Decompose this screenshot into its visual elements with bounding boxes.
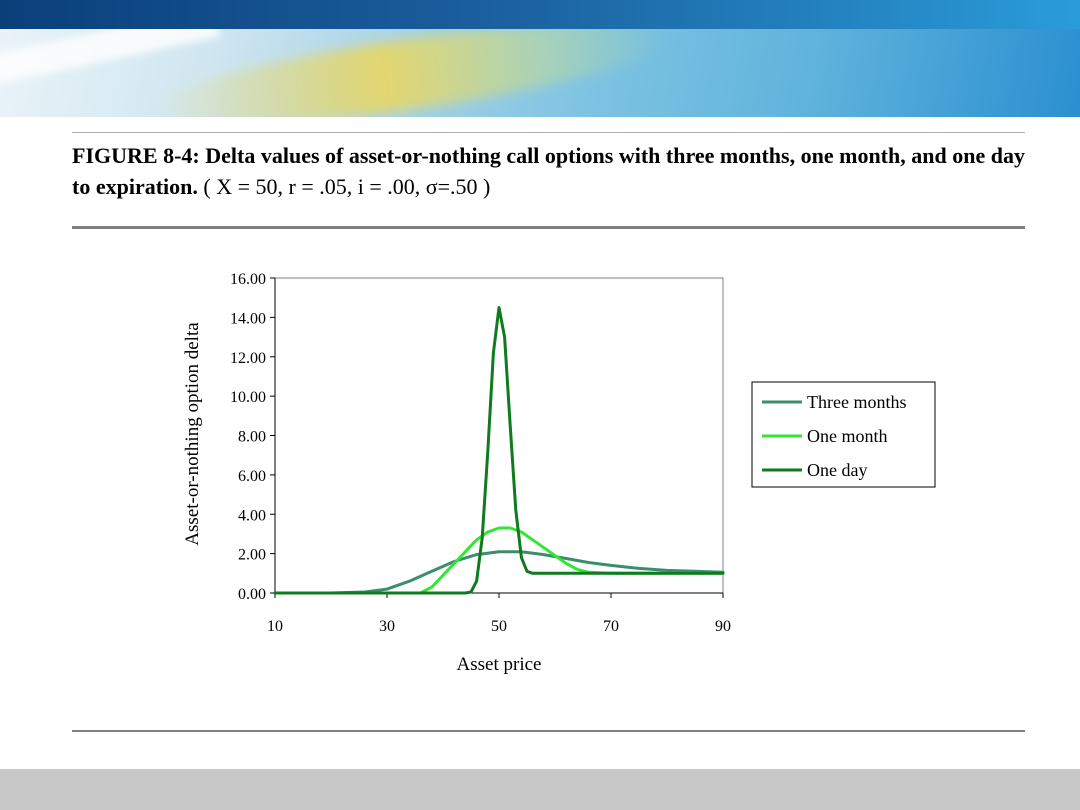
y-tick-label: 4.00	[238, 507, 266, 524]
plot-frame	[274, 277, 724, 594]
bottom-divider	[72, 730, 1025, 732]
y-tick-label: 2.00	[238, 547, 266, 564]
legend-label-one-day: One day	[807, 460, 867, 480]
banner-shine	[0, 29, 221, 91]
caption-parameters: ( X = 50, r = .05, i = .00, σ=.50 )	[203, 174, 491, 199]
decorative-banner	[0, 29, 1080, 117]
y-tick-label: 10.00	[230, 389, 266, 406]
figure-caption: FIGURE 8-4: Delta values of asset-or-not…	[72, 140, 1025, 202]
legend-label-three-months: Three months	[807, 392, 906, 412]
legend-label-one-month: One month	[807, 426, 888, 446]
caption-title: FIGURE 8-4: Delta values of asset-or-not…	[72, 143, 1025, 199]
footer-bar	[0, 769, 1080, 810]
top-header-bar	[0, 0, 1080, 29]
series-line-one-day	[273, 306, 725, 595]
y-axis-label: Asset-or-nothing option delta	[182, 322, 203, 546]
banner-swoosh	[147, 29, 673, 117]
y-tick-label: 0.00	[238, 586, 266, 603]
y-tick-label: 16.00	[230, 271, 266, 288]
y-tick-label: 14.00	[230, 310, 266, 327]
y-tick-label: 12.00	[230, 350, 266, 367]
plot-area: 0.00 2.00 4.00 6.00 8.00 10.00 12.00 14.00 16.00…	[230, 271, 731, 635]
y-tick-label: 6.00	[238, 468, 266, 485]
x-tick-label: 90	[715, 618, 731, 635]
x-axis-label: Asset price	[457, 654, 542, 675]
caption-divider	[72, 226, 1025, 229]
x-tick-label: 10	[267, 618, 283, 635]
series-line-three-months	[273, 550, 725, 595]
series-line-one-month	[273, 526, 725, 595]
chart-legend: Three months One month One day	[751, 381, 936, 488]
top-thin-rule	[72, 132, 1025, 133]
delta-chart: 0.00 2.00 4.00 6.00 8.00 10.00 12.00 14.00 16.00…	[182, 271, 936, 675]
y-tick-label: 8.00	[238, 429, 266, 446]
x-tick-label: 70	[603, 618, 619, 635]
x-tick-label: 50	[491, 618, 507, 635]
x-tick-label: 30	[379, 618, 395, 635]
